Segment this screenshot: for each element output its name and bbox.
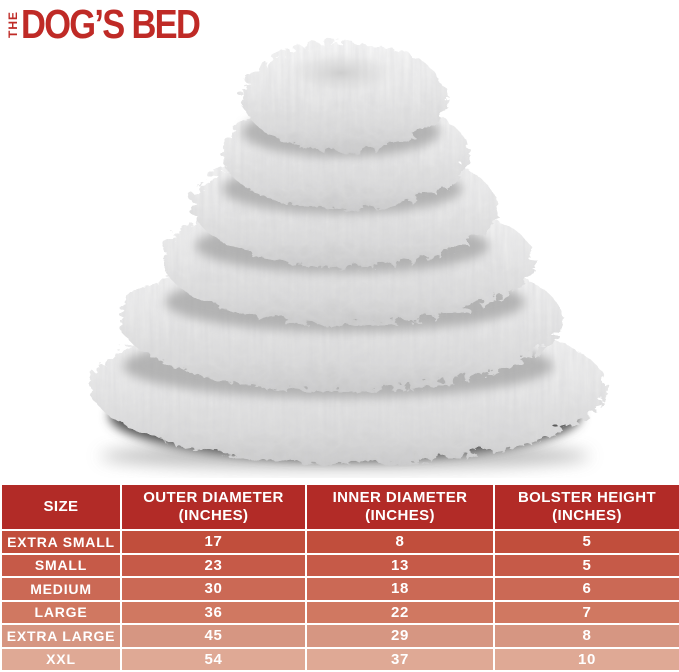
size-cell: XXL (0, 646, 122, 672)
bed-tier-6 (239, 39, 443, 157)
size-cell: EXTRA SMALL (0, 529, 122, 555)
column-header-label: BOLSTER HEIGHT (517, 489, 657, 506)
size-cell: SMALL (0, 552, 122, 578)
outer-diameter-cell: 54 (120, 646, 307, 672)
outer-diameter-cell: 30 (120, 576, 307, 602)
size-cell: EXTRA LARGE (0, 623, 122, 649)
inner-diameter-cell: 13 (305, 552, 495, 578)
bolster-height-cell: 8 (493, 623, 679, 649)
product-image (50, 18, 640, 478)
size-cell: LARGE (0, 599, 122, 625)
bolster-height-cell: 5 (493, 529, 679, 555)
column-header-bolster-height: BOLSTER HEIGHT (INCHES) (493, 483, 679, 531)
column-header-sublabel: (INCHES) (178, 507, 249, 524)
outer-diameter-cell: 17 (120, 529, 307, 555)
column-header-inner-diameter: INNER DIAMETER (INCHES) (305, 483, 495, 531)
column-header-outer-diameter: OUTER DIAMETER (INCHES) (120, 483, 307, 531)
column-header-label: OUTER DIAMETER (143, 489, 284, 506)
inner-diameter-cell: 22 (305, 599, 495, 625)
brand-logo-the: THE (6, 10, 20, 38)
table-row: EXTRA SMALL 17 8 5 (0, 529, 679, 555)
bolster-height-cell: 7 (493, 599, 679, 625)
table-row: LARGE 36 22 7 (0, 599, 679, 625)
table-row: EXTRA LARGE 45 29 8 (0, 623, 679, 649)
outer-diameter-cell: 23 (120, 552, 307, 578)
column-header-sublabel: (INCHES) (552, 507, 622, 524)
column-header-label: SIZE (43, 498, 79, 515)
bolster-height-cell: 10 (493, 646, 679, 672)
table-row: SMALL 23 13 5 (0, 552, 679, 578)
outer-diameter-cell: 36 (120, 599, 307, 625)
column-header-sublabel: (INCHES) (365, 507, 435, 524)
bolster-height-cell: 6 (493, 576, 679, 602)
column-header-size: SIZE (0, 483, 122, 531)
inner-diameter-cell: 37 (305, 646, 495, 672)
dog-bed-stack-image (87, 39, 603, 469)
table-row: MEDIUM 30 18 6 (0, 576, 679, 602)
size-chart-table: SIZE OUTER DIAMETER (INCHES) INNER DIAME… (0, 483, 679, 672)
inner-diameter-cell: 8 (305, 529, 495, 555)
column-header-label: INNER DIAMETER (332, 489, 468, 506)
table-row: XXL 54 37 10 (0, 646, 679, 672)
brand-logo-name: DOG’S BED (21, 1, 201, 47)
inner-diameter-cell: 18 (305, 576, 495, 602)
inner-diameter-cell: 29 (305, 623, 495, 649)
outer-diameter-cell: 45 (120, 623, 307, 649)
brand-logo: THE DOG’S BED (6, 1, 233, 47)
size-cell: MEDIUM (0, 576, 122, 602)
bolster-height-cell: 5 (493, 552, 679, 578)
table-header-row: SIZE OUTER DIAMETER (INCHES) INNER DIAME… (0, 483, 679, 531)
